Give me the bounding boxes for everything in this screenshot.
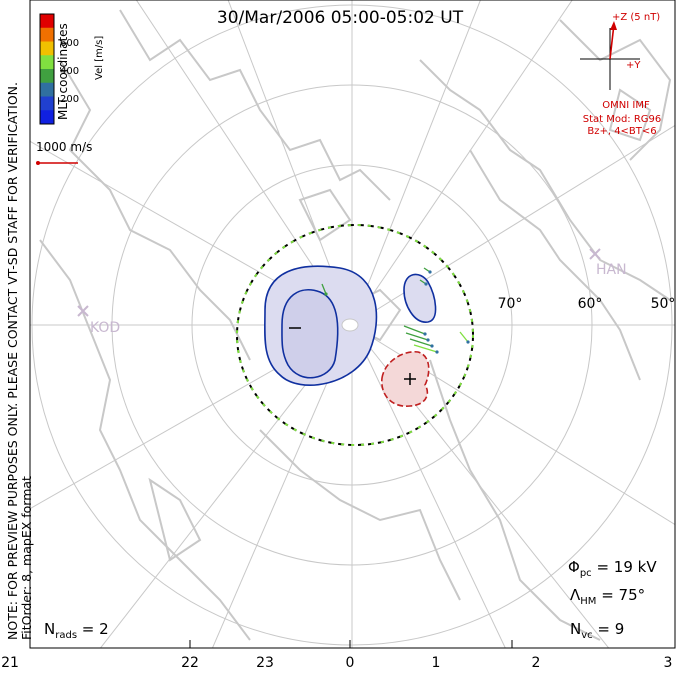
imf-vector xyxy=(609,21,617,60)
cross-polar-potential: Φpc = 19 kV xyxy=(568,558,657,579)
colorbar-segment xyxy=(40,55,54,70)
colorbar-label: Vel [m/s] xyxy=(94,35,105,80)
negative-potential-cell xyxy=(264,265,437,386)
colorbar-tick-600: 600 xyxy=(60,38,80,49)
scale-vector xyxy=(36,161,78,165)
imf-model: Stat Mod: RG96 xyxy=(582,114,662,125)
preview-note: NOTE: FOR PREVIEW PURPOSES ONLY. PLEASE … xyxy=(5,82,20,640)
latitude-label-60: 60° xyxy=(577,296,603,312)
colorbar-segment xyxy=(40,14,54,29)
colorbar-segment xyxy=(40,69,54,84)
colorbar-segment xyxy=(40,41,54,56)
hmb-latitude: ΛHM = 75° xyxy=(570,586,646,607)
colorbar-segment xyxy=(40,82,54,97)
vector-count: Nvc = 9 xyxy=(570,620,625,641)
mlt-tick-3: 3 xyxy=(663,655,673,671)
station-marker-kod xyxy=(77,305,89,317)
scale-vector-label: 1000 m/s xyxy=(36,140,93,154)
velocity-colorbar xyxy=(39,13,55,125)
fit-order: FitOrder: 8, mapEX format xyxy=(19,476,34,640)
potential-maximum-marker xyxy=(404,373,416,385)
imf-scale-label: +Z (5 nT) xyxy=(612,12,661,23)
mlt-tick-0: 0 xyxy=(345,655,355,671)
plot-frame xyxy=(29,0,676,649)
station-han: HAN xyxy=(596,262,627,278)
imf-condition: Bz+, 4<BT<6 xyxy=(587,126,657,137)
radar-count: Nrads = 2 xyxy=(44,620,109,641)
latitude-label-70: 70° xyxy=(497,296,523,312)
colorbar-segment xyxy=(40,96,54,111)
coastlines xyxy=(39,9,672,641)
map-title: 30/Mar/2006 05:00-05:02 UT xyxy=(216,8,464,28)
station-marker-han xyxy=(589,248,601,260)
mlt-tick-23: 23 xyxy=(256,655,274,671)
colorbar-tick-400: 400 xyxy=(60,66,80,77)
mlt-tick-22: 22 xyxy=(181,655,199,671)
colorbar-tick-200: 200 xyxy=(60,94,80,105)
station-kod: KOD xyxy=(90,320,121,336)
mlt-tick-1: 1 xyxy=(431,655,441,671)
colorbar-segment xyxy=(40,110,54,125)
velocity-vectors xyxy=(321,267,470,354)
imf-source: OMNI IMF xyxy=(602,100,650,111)
latitude-label-50: 50° xyxy=(650,296,676,312)
mlt-tick-21: 21 xyxy=(1,655,19,671)
colorbar-segment xyxy=(40,27,54,42)
imf-bz-label: +Y xyxy=(626,60,641,71)
mlt-tick-2: 2 xyxy=(531,655,541,671)
